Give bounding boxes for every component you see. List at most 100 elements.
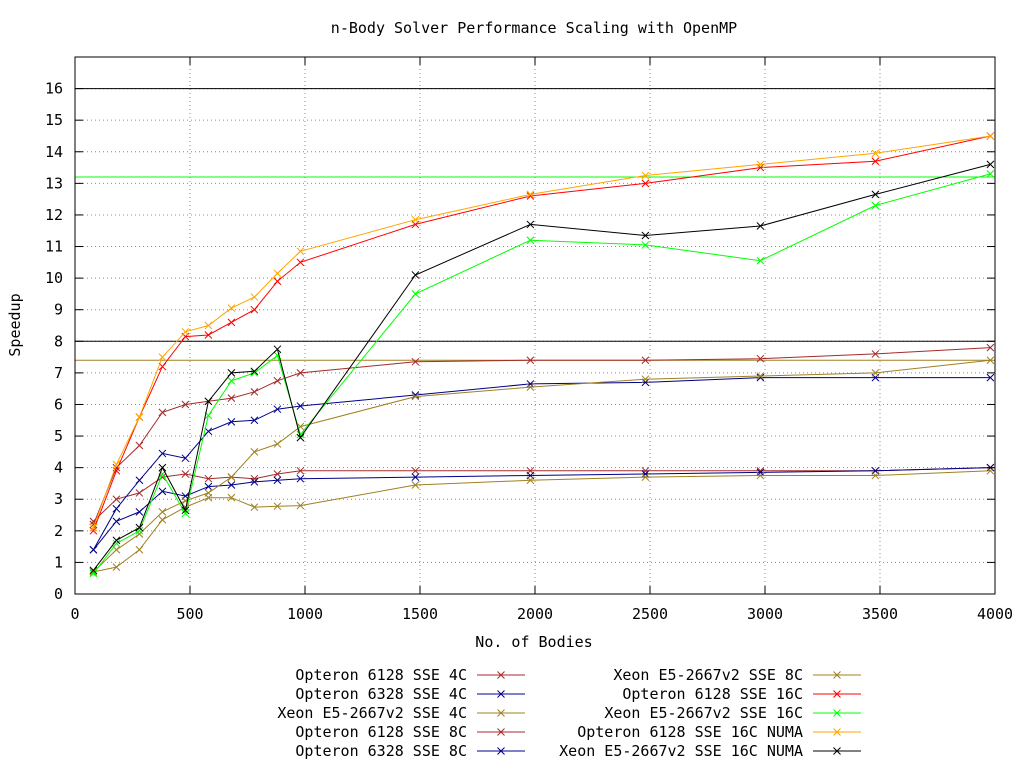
data-point [204, 397, 213, 406]
data-point [112, 563, 121, 572]
legend-marker [833, 709, 841, 717]
legend-label: Opteron 6128 SSE 16C [622, 685, 803, 703]
series-9 [89, 132, 995, 532]
data-point [411, 481, 420, 489]
data-point [89, 569, 98, 578]
data-point [756, 222, 765, 230]
data-point [986, 160, 995, 169]
data-point [986, 373, 995, 382]
data-point [296, 258, 305, 267]
data-point [871, 369, 880, 377]
data-point [227, 376, 236, 385]
legend-label: Opteron 6328 SSE 8C [295, 742, 467, 760]
y-tick-label: 5 [54, 427, 63, 445]
data-point [181, 509, 190, 518]
data-point [112, 495, 121, 504]
data-point [641, 378, 650, 387]
legend-item: Opteron 6328 SSE 4C [295, 685, 525, 703]
data-point [181, 506, 190, 515]
data-point [296, 474, 305, 483]
x-axis-label: No. of Bodies [475, 633, 592, 651]
data-point [411, 271, 420, 279]
data-point [227, 304, 236, 312]
data-point [250, 367, 259, 376]
data-point [135, 413, 144, 421]
legend-label: Xeon E5-2667v2 SSE 16C [604, 704, 803, 722]
legend-label: Xeon E5-2667v2 SSE 8C [613, 666, 803, 684]
data-point [204, 482, 213, 491]
data-point [273, 376, 282, 385]
series-line [93, 163, 991, 571]
x-tick-label: 1500 [402, 605, 438, 623]
series-line [93, 470, 991, 573]
data-point [158, 463, 167, 472]
data-point [204, 427, 213, 436]
legend-item: Xeon E5-2667v2 SSE 4C [277, 704, 525, 722]
legend-label: Opteron 6128 SSE 4C [295, 666, 467, 684]
data-point [135, 508, 144, 516]
data-point [296, 402, 305, 410]
data-point [89, 526, 98, 535]
y-tick-label: 0 [54, 585, 63, 603]
x-tick-label: 3500 [862, 605, 898, 623]
data-point [756, 163, 765, 172]
data-point [181, 327, 190, 336]
data-point [756, 256, 765, 265]
data-point [411, 473, 420, 481]
legend-marker [497, 709, 505, 717]
data-point [227, 318, 236, 327]
data-point [112, 504, 121, 513]
legend-marker [497, 747, 505, 755]
data-point [112, 539, 121, 548]
y-tick-label: 3 [54, 490, 63, 508]
data-point [158, 515, 167, 524]
data-point [526, 190, 535, 199]
data-point [756, 471, 765, 480]
y-tick-label: 6 [54, 395, 63, 413]
data-point [158, 487, 167, 496]
data-point [526, 476, 535, 485]
data-point [871, 157, 880, 166]
data-point [250, 447, 259, 456]
legend-label: Opteron 6128 SSE 8C [295, 723, 467, 741]
data-point [986, 466, 995, 475]
legend-item: Opteron 6128 SSE 8C [295, 723, 525, 741]
legend-label: Opteron 6128 SSE 16C NUMA [577, 723, 803, 741]
data-point [89, 523, 98, 532]
legend-item: Xeon E5-2667v2 SSE 16C [604, 704, 861, 722]
data-point [296, 433, 305, 442]
data-point [181, 400, 190, 409]
data-point [227, 394, 236, 403]
data-point [112, 545, 121, 554]
legend-label: Xeon E5-2667v2 SSE 16C NUMA [559, 742, 803, 760]
y-tick-label: 11 [45, 238, 63, 256]
data-point [158, 508, 167, 516]
y-tick-label: 2 [54, 522, 63, 540]
data-point [181, 454, 190, 463]
data-point [273, 277, 282, 286]
chart-title: n-Body Solver Performance Scaling with O… [331, 19, 737, 37]
legend-item: Opteron 6128 SSE 4C [295, 666, 525, 684]
data-point [871, 350, 880, 358]
data-point [296, 501, 305, 510]
y-tick-label: 16 [45, 80, 63, 98]
data-point [112, 460, 121, 469]
data-point [871, 201, 880, 210]
data-point [411, 392, 420, 401]
data-point [250, 369, 259, 377]
data-point [986, 343, 995, 352]
data-point [89, 568, 98, 576]
data-point [296, 247, 305, 256]
data-point [273, 345, 282, 354]
data-point [641, 179, 650, 188]
data-point [204, 489, 213, 497]
legend-item: Xeon E5-2667v2 SSE 16C NUMA [559, 742, 861, 760]
legend-item: Xeon E5-2667v2 SSE 8C [613, 666, 861, 684]
legend-marker [833, 690, 841, 698]
data-point [273, 502, 282, 511]
data-point [204, 321, 213, 330]
series-line [92, 135, 991, 531]
series-line [93, 467, 991, 522]
data-point [526, 220, 535, 229]
